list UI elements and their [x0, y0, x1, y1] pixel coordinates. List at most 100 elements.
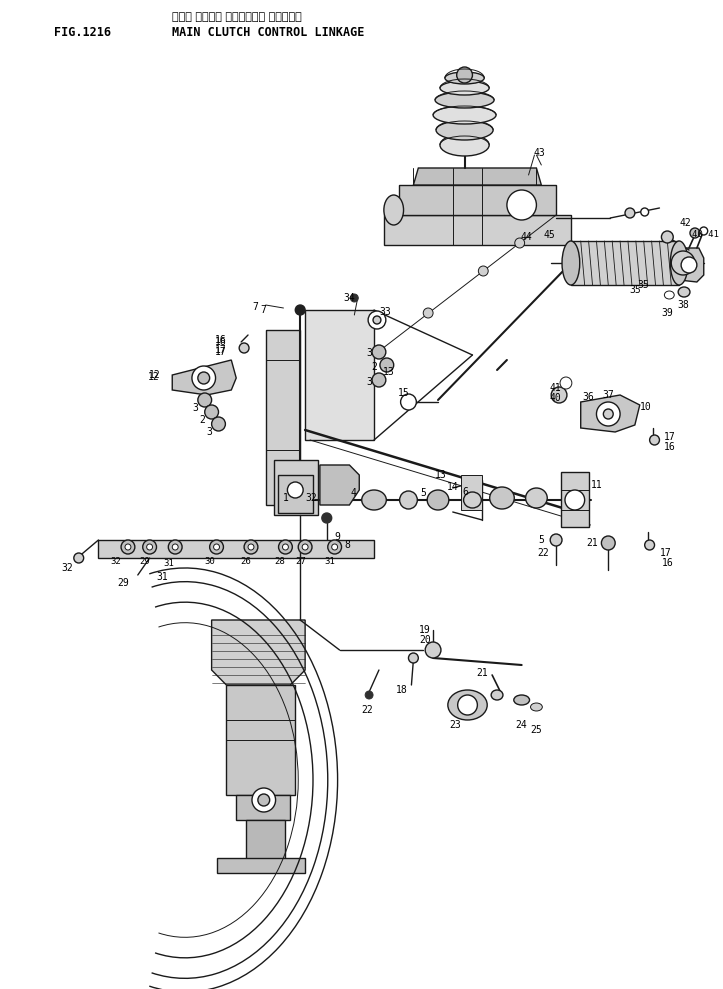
Ellipse shape — [664, 291, 675, 299]
Text: 5: 5 — [539, 535, 544, 545]
Text: 2: 2 — [199, 415, 205, 425]
Text: 28: 28 — [275, 557, 286, 566]
Circle shape — [288, 482, 303, 498]
Text: 9: 9 — [335, 532, 341, 542]
Ellipse shape — [670, 241, 688, 285]
Bar — [236, 795, 291, 820]
Circle shape — [125, 544, 131, 550]
Circle shape — [168, 540, 182, 554]
Text: 17: 17 — [215, 347, 226, 357]
Text: 17: 17 — [664, 432, 675, 442]
Text: 31: 31 — [163, 559, 174, 568]
Bar — [226, 685, 295, 795]
Text: 31: 31 — [156, 572, 168, 582]
Text: 24: 24 — [515, 720, 528, 730]
Text: 5: 5 — [420, 488, 426, 498]
Circle shape — [604, 409, 613, 419]
Circle shape — [198, 393, 212, 407]
Polygon shape — [414, 168, 542, 185]
Text: 7: 7 — [252, 302, 258, 312]
Ellipse shape — [448, 690, 487, 720]
Circle shape — [205, 405, 218, 419]
Text: 20: 20 — [419, 635, 431, 645]
Circle shape — [142, 540, 156, 554]
Circle shape — [373, 316, 381, 324]
Polygon shape — [305, 310, 374, 440]
Ellipse shape — [514, 695, 529, 705]
Circle shape — [479, 266, 488, 276]
Ellipse shape — [440, 81, 489, 95]
Text: 21: 21 — [586, 538, 599, 548]
Circle shape — [372, 373, 386, 387]
Text: 14: 14 — [447, 482, 458, 492]
Circle shape — [192, 366, 215, 390]
Text: 12: 12 — [147, 372, 160, 382]
Circle shape — [645, 540, 654, 550]
Text: 19: 19 — [419, 625, 431, 635]
Circle shape — [351, 294, 359, 302]
Ellipse shape — [562, 241, 580, 285]
Ellipse shape — [427, 490, 449, 510]
Text: 16: 16 — [215, 337, 226, 347]
Circle shape — [121, 540, 135, 554]
Ellipse shape — [362, 490, 386, 510]
Polygon shape — [384, 215, 571, 245]
Text: 32: 32 — [61, 563, 73, 573]
Circle shape — [602, 536, 615, 550]
Text: 22: 22 — [362, 705, 373, 715]
Circle shape — [372, 345, 386, 359]
Text: MAIN CLUTCH CONTROL LINKAGE: MAIN CLUTCH CONTROL LINKAGE — [172, 26, 364, 39]
Ellipse shape — [435, 92, 494, 108]
Text: 41: 41 — [549, 383, 561, 393]
Text: 6: 6 — [463, 487, 469, 497]
Circle shape — [457, 67, 472, 83]
Text: 7: 7 — [260, 305, 266, 315]
Ellipse shape — [491, 690, 503, 700]
Circle shape — [298, 540, 312, 554]
Text: 12: 12 — [149, 370, 161, 380]
Text: 10: 10 — [640, 402, 651, 412]
Text: 16: 16 — [662, 558, 673, 568]
Text: 37: 37 — [602, 390, 614, 400]
Circle shape — [641, 208, 649, 216]
Polygon shape — [679, 248, 703, 282]
Circle shape — [244, 540, 258, 554]
Text: 45: 45 — [544, 230, 555, 240]
Ellipse shape — [445, 72, 484, 84]
Circle shape — [239, 343, 249, 353]
Text: 35: 35 — [629, 285, 641, 295]
Circle shape — [596, 402, 620, 426]
Bar — [266, 330, 300, 505]
Text: 11: 11 — [591, 480, 602, 490]
Circle shape — [212, 417, 226, 431]
Text: 32: 32 — [305, 493, 317, 503]
Polygon shape — [172, 360, 236, 395]
Circle shape — [74, 553, 84, 563]
Text: 32: 32 — [110, 557, 121, 566]
Circle shape — [248, 544, 254, 550]
Circle shape — [425, 642, 441, 658]
Circle shape — [322, 513, 332, 523]
Circle shape — [283, 544, 288, 550]
Text: 2: 2 — [371, 362, 377, 372]
Circle shape — [671, 251, 695, 275]
Circle shape — [625, 208, 635, 218]
Text: 16: 16 — [215, 335, 226, 345]
Circle shape — [332, 544, 338, 550]
Circle shape — [365, 691, 373, 699]
Polygon shape — [320, 465, 359, 505]
Bar — [571, 241, 679, 285]
Circle shape — [328, 540, 341, 554]
Circle shape — [515, 238, 525, 248]
Text: 4: 4 — [351, 488, 356, 498]
Ellipse shape — [489, 487, 514, 509]
Text: FIG.1216: FIG.1216 — [54, 26, 111, 39]
Bar — [273, 460, 318, 515]
Circle shape — [147, 544, 153, 550]
Text: 17: 17 — [215, 345, 226, 355]
Text: 16: 16 — [664, 442, 675, 452]
Text: 30: 30 — [205, 557, 215, 566]
Circle shape — [565, 490, 585, 510]
Circle shape — [650, 435, 659, 445]
Circle shape — [172, 544, 178, 550]
